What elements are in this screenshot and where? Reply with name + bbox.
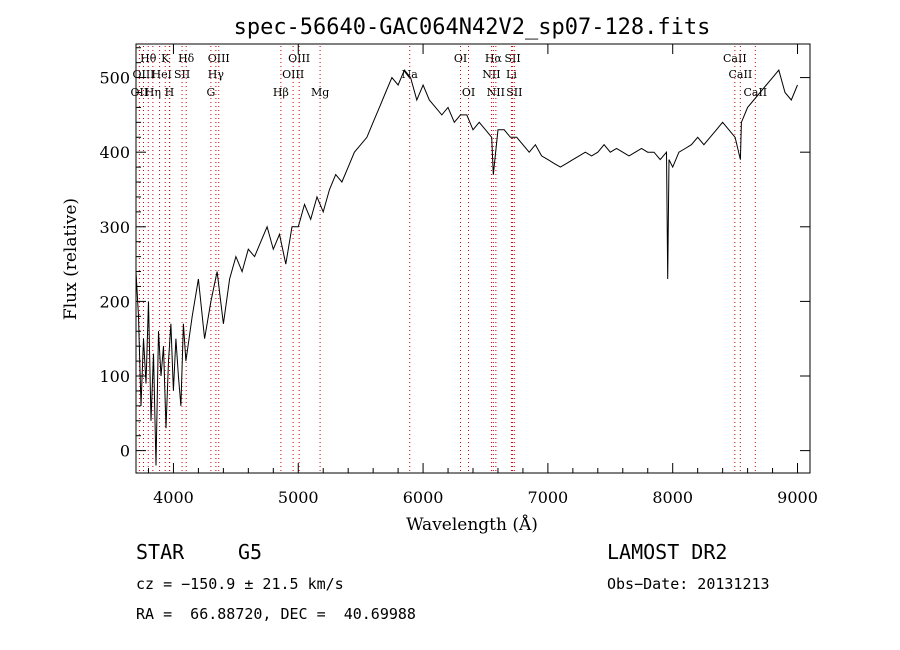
marker-label: Hθ [140,52,157,65]
marker-label: G [206,86,215,99]
marker-label: NII [482,68,500,81]
marker-label: OI [454,52,467,65]
marker-label: H [165,86,175,99]
x-tick-label: 4000 [153,488,194,507]
marker-label: K [161,52,170,65]
y-tick-label: 400 [99,143,130,162]
y-tick-label: 200 [99,292,130,311]
marker-label: Hβ [273,86,289,99]
x-axis-label: Wavelength (Å) [406,514,538,535]
marker-label: Hδ [178,52,195,65]
marker-label: CaII [743,86,767,99]
x-tick-label: 5000 [278,488,319,507]
marker-label: Hγ [208,68,225,81]
y-tick-label: 0 [120,442,130,461]
x-tick-label: 8000 [652,488,693,507]
marker-label: Mg [311,86,329,99]
marker-label: OI [462,86,475,99]
marker-label: NII [487,86,505,99]
coordinates: RA = 66.88720, DEC = 40.69988 [136,605,416,623]
marker-label: SII [506,86,522,99]
marker-label: OIII [282,68,304,81]
spectrum-series [135,69,798,466]
redshift-cz: cz = −150.9 ± 21.5 km/s [136,575,344,593]
y-tick-label: 100 [99,367,130,386]
y-tick-label: 500 [99,69,130,88]
marker-label: Hα [485,52,503,65]
survey-name: LAMOST DR2 [607,540,728,564]
marker-label: He [152,68,168,81]
x-tick-label: 9000 [777,488,818,507]
spectrum-line [135,69,798,466]
marker-label: Li [506,68,517,81]
marker-label: SII [174,68,190,81]
y-axis-label: Flux (relative) [61,198,81,320]
marker-label: Hη [145,86,161,99]
chart-title: spec-56640-GAC064N42V2_sp07-128.fits [234,15,711,40]
marker-label: SII [504,52,520,65]
y-tick-label: 300 [99,218,130,237]
object-class: STAR [136,540,185,564]
marker-label: CaII [729,68,753,81]
marker-label: OIII [208,52,230,65]
obs-date: Obs−Date: 20131213 [607,575,770,593]
subclass: G5 [238,540,263,564]
x-tick-label: 7000 [528,488,569,507]
y-axis: 0 100 200 300 400 500 [99,47,810,461]
x-tick-label: 6000 [403,488,444,507]
marker-label: CaII [723,52,747,65]
marker-label: OIII [288,52,310,65]
x-axis: 4000 5000 6000 7000 8000 9000 [147,44,818,507]
